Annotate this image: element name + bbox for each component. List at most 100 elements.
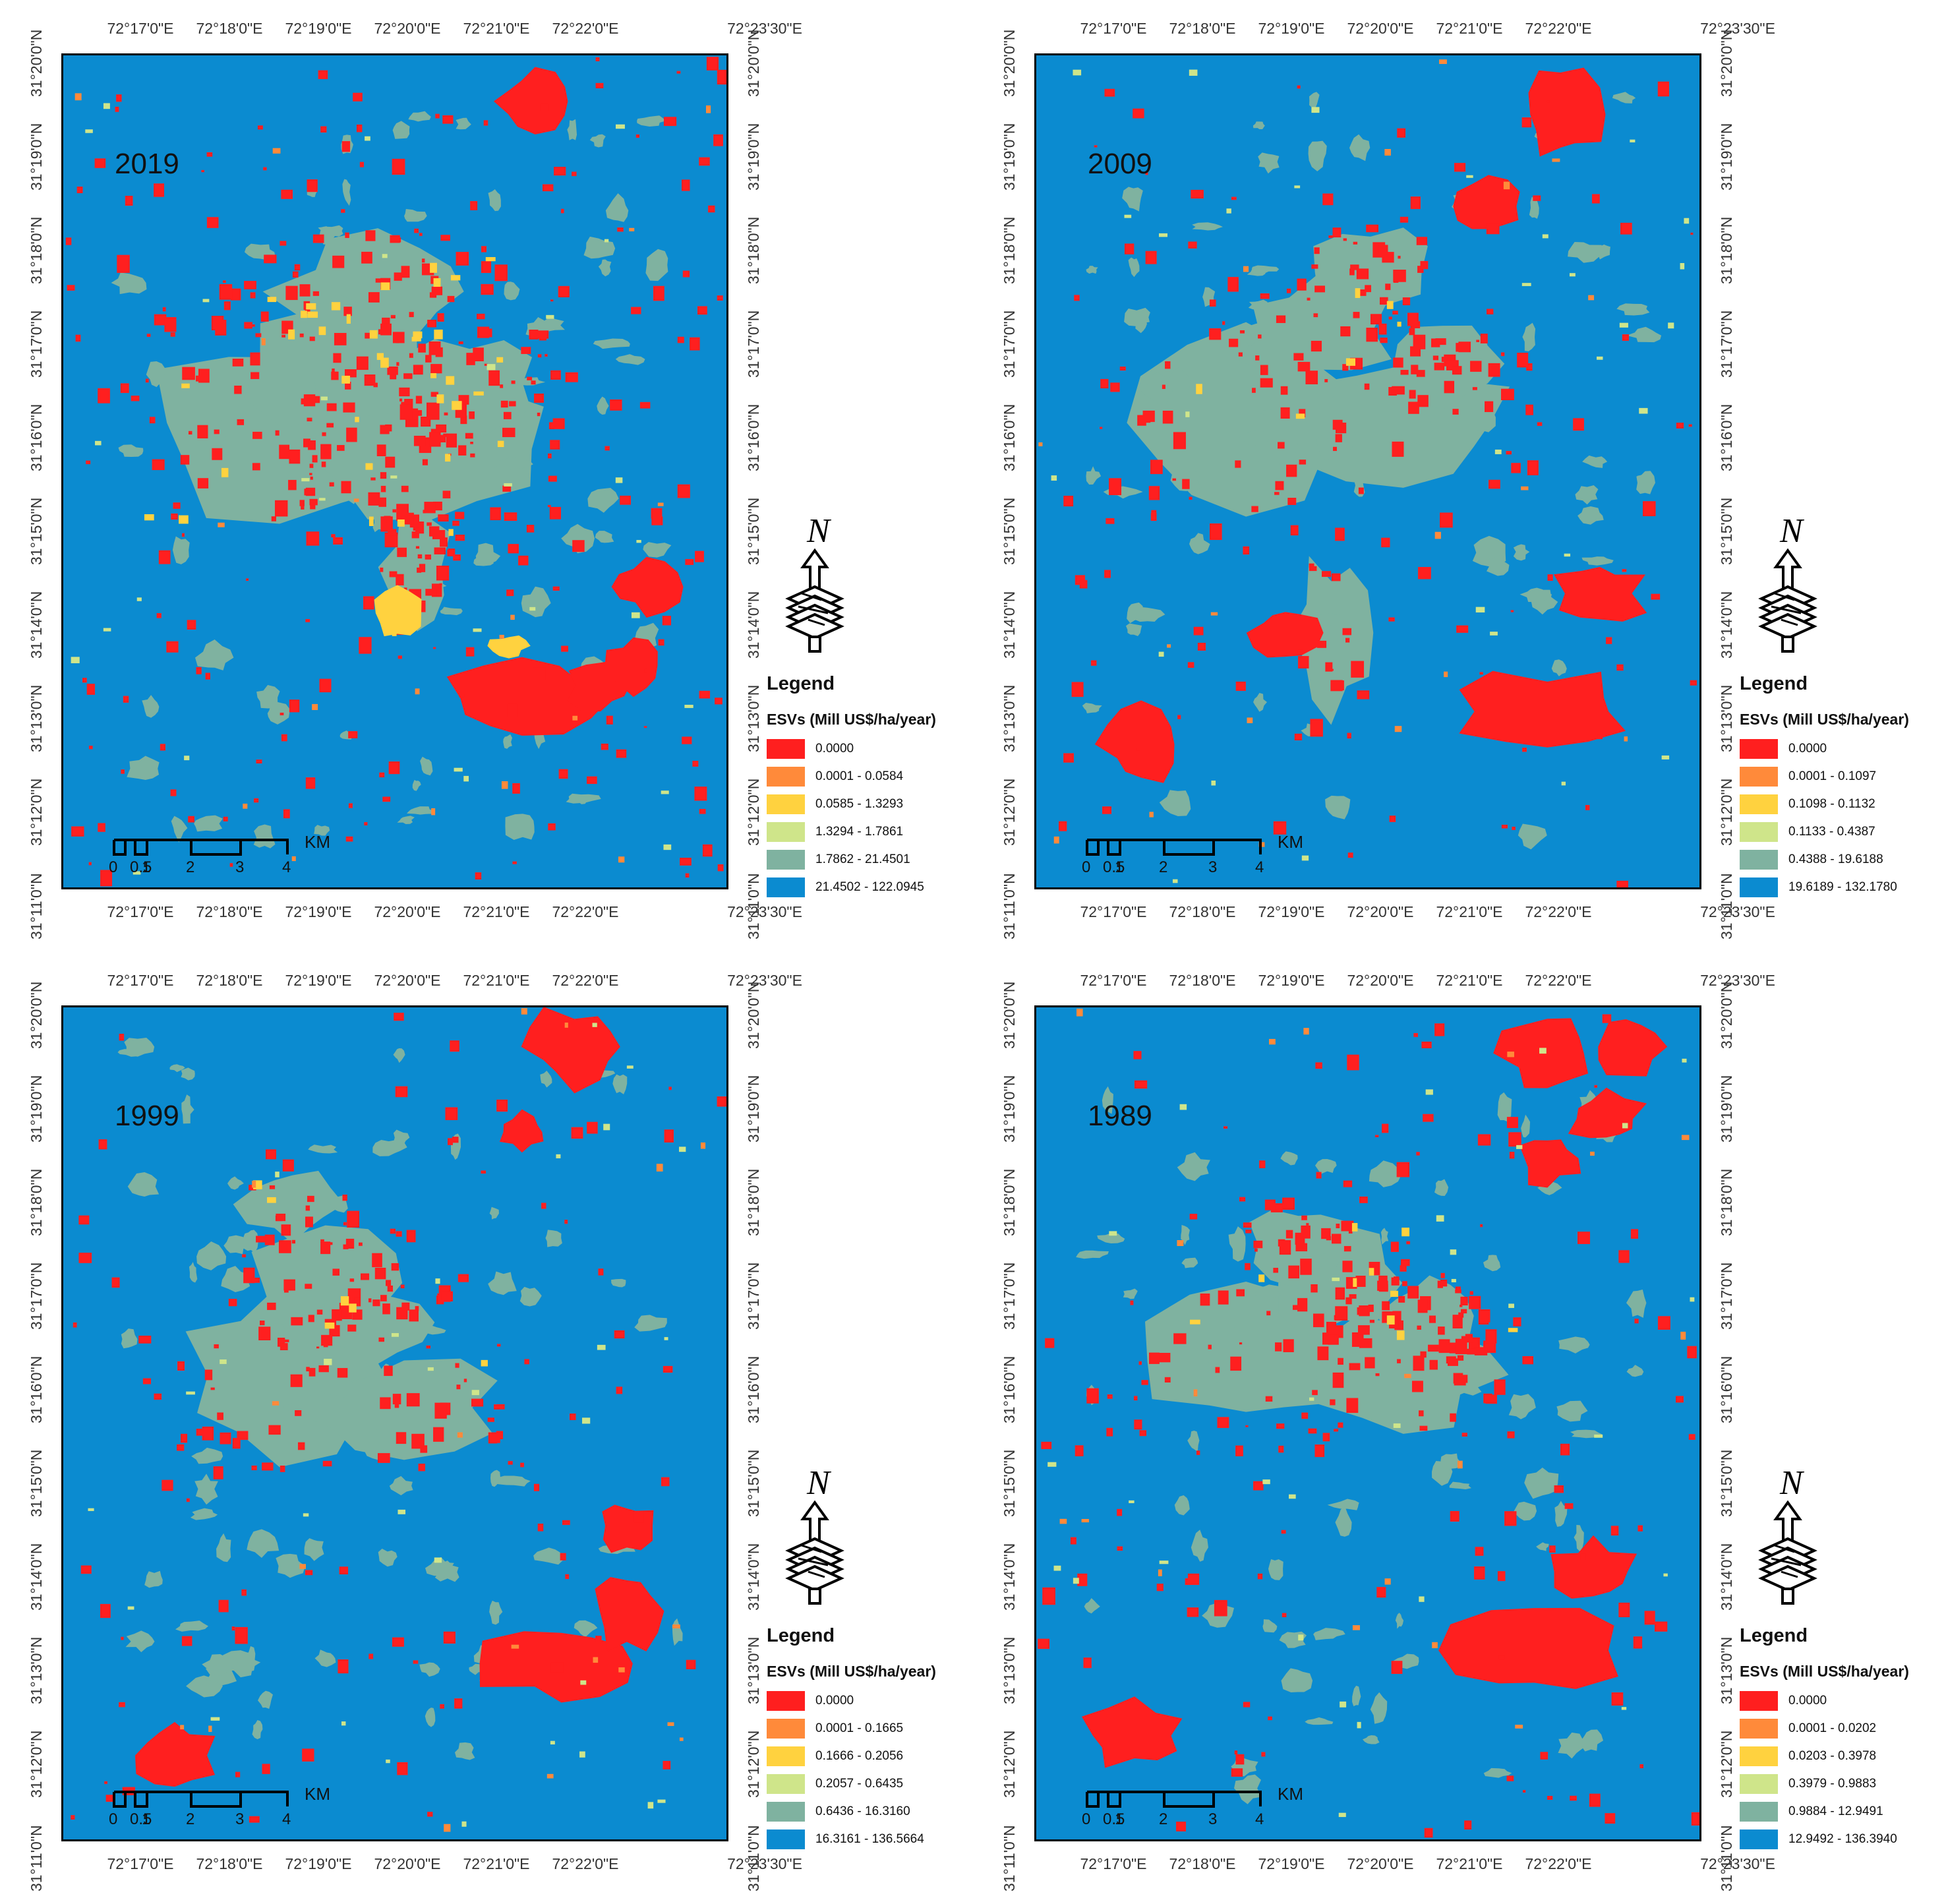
class5-patch [342, 179, 351, 206]
class1-cell [1156, 1584, 1164, 1592]
legend-label: 0.9884 - 12.9491 [1788, 1804, 1883, 1818]
scale-tick-label: 2 [1159, 1810, 1168, 1828]
class1-cell [560, 1553, 566, 1561]
class1-cell [280, 712, 284, 715]
class1-cell [100, 1603, 111, 1619]
latitude-label-right: 31°17'0"N [1718, 310, 1735, 378]
class1-cell [1345, 1297, 1352, 1305]
class5-patch [1612, 92, 1636, 104]
class5-patch [1076, 1250, 1109, 1259]
class1-cell [442, 491, 451, 498]
class1-cell [1070, 1537, 1076, 1545]
class4-cell [136, 597, 142, 601]
class1-patch [493, 67, 568, 134]
class5-patch [637, 115, 666, 127]
longitude-label-bottom: 72°18'0"E [196, 903, 263, 920]
class3-cell [288, 329, 295, 340]
class1-cell [1310, 719, 1323, 737]
class1-cell [332, 368, 335, 372]
class1-cell [282, 1159, 294, 1172]
class1-cell [331, 371, 339, 380]
scale-unit: KM [1278, 832, 1303, 852]
class1-cell [320, 1241, 331, 1255]
class1-cell [170, 332, 175, 337]
longitude-label-bottom: 72°17'0"E [107, 1855, 174, 1872]
class2-cell [1394, 726, 1402, 732]
class1-cell [1597, 734, 1603, 740]
class1-cell [334, 332, 347, 345]
class5-patch [389, 1475, 413, 1496]
latitude-label-right: 31°19'0"N [1718, 123, 1735, 191]
legend-label: 0.0000 [1788, 1694, 1827, 1708]
class5-patch [404, 208, 427, 222]
class1-cell [1258, 334, 1262, 339]
class5-patch [1349, 134, 1371, 162]
class1-cell [1164, 1377, 1171, 1383]
legend-item: 21.4502 - 122.0945 [767, 874, 936, 901]
class1-cell [310, 476, 313, 480]
class1-cell [1554, 1485, 1564, 1493]
class1-cell [1287, 498, 1297, 505]
latitude-label-left: 31°14'0"N [28, 1543, 45, 1611]
class4-cell [1294, 185, 1301, 189]
class4-cell [365, 136, 370, 141]
class1-cell [1366, 328, 1378, 342]
class1-cell [1500, 352, 1505, 357]
class5-patch [1370, 1692, 1388, 1724]
class1-cell [1432, 355, 1439, 361]
class1-cell [154, 1393, 162, 1400]
class1-cell [380, 425, 390, 434]
class5-patch [1230, 1323, 1241, 1347]
class1-cell [440, 235, 450, 241]
class1-cell [235, 1626, 248, 1644]
class2-cell [1352, 1625, 1360, 1630]
class1-cell [424, 502, 436, 514]
class5-patch [419, 1326, 446, 1335]
class1-cell [548, 422, 554, 430]
class5-patch [393, 1048, 405, 1063]
class1-cell [448, 1138, 453, 1145]
class1-cell [1452, 1315, 1463, 1328]
class2-areas [180, 1008, 706, 1832]
class1-cell [1437, 1280, 1443, 1288]
class1-cell [1106, 518, 1115, 524]
class1-cell [1353, 312, 1360, 318]
latitude-label-right: 31°18'0"N [745, 1168, 762, 1236]
class5-patch [587, 487, 619, 513]
class1-cell [322, 1460, 332, 1467]
class1-cell [534, 393, 545, 403]
class1-cell [365, 230, 376, 241]
latitude-label-right: 31°12'0"N [745, 1730, 762, 1798]
class1-cell [428, 341, 441, 355]
class5-patch [615, 354, 645, 365]
class1-cell [1676, 423, 1684, 429]
class1-cell [1074, 295, 1080, 301]
class1-cell [309, 463, 314, 468]
class5-patch [1309, 92, 1320, 112]
class4-cell [390, 475, 398, 479]
class5-patch [1404, 419, 1424, 446]
class1-cell [1279, 1240, 1291, 1255]
class1-cell [177, 1361, 185, 1371]
class1-cell [1465, 1334, 1473, 1343]
class1-cell [244, 281, 256, 289]
class1-cell [1313, 313, 1318, 318]
class1-cell [1577, 1232, 1590, 1244]
class5-patch [1431, 1369, 1458, 1400]
class2-cell [1384, 1578, 1391, 1585]
class4-cell [1262, 1479, 1270, 1485]
class5-patch [1636, 471, 1655, 494]
class5-patch [181, 1094, 194, 1124]
longitude-label-top: 72°20'0"E [1347, 20, 1414, 37]
class1-cell [661, 1477, 670, 1487]
class1-cell [1165, 769, 1169, 773]
latitude-label-right: 31°11'0"N [1718, 873, 1735, 939]
latitude-label-left: 31°16'0"N [1001, 403, 1018, 471]
class1-cell [394, 1404, 399, 1408]
class5-patch [645, 249, 668, 282]
class1-cell [277, 1338, 285, 1347]
class1-cell [1392, 1311, 1401, 1321]
class5-patch [1177, 1152, 1210, 1181]
class1-cell [328, 1242, 333, 1245]
class5-patch [454, 1742, 475, 1760]
